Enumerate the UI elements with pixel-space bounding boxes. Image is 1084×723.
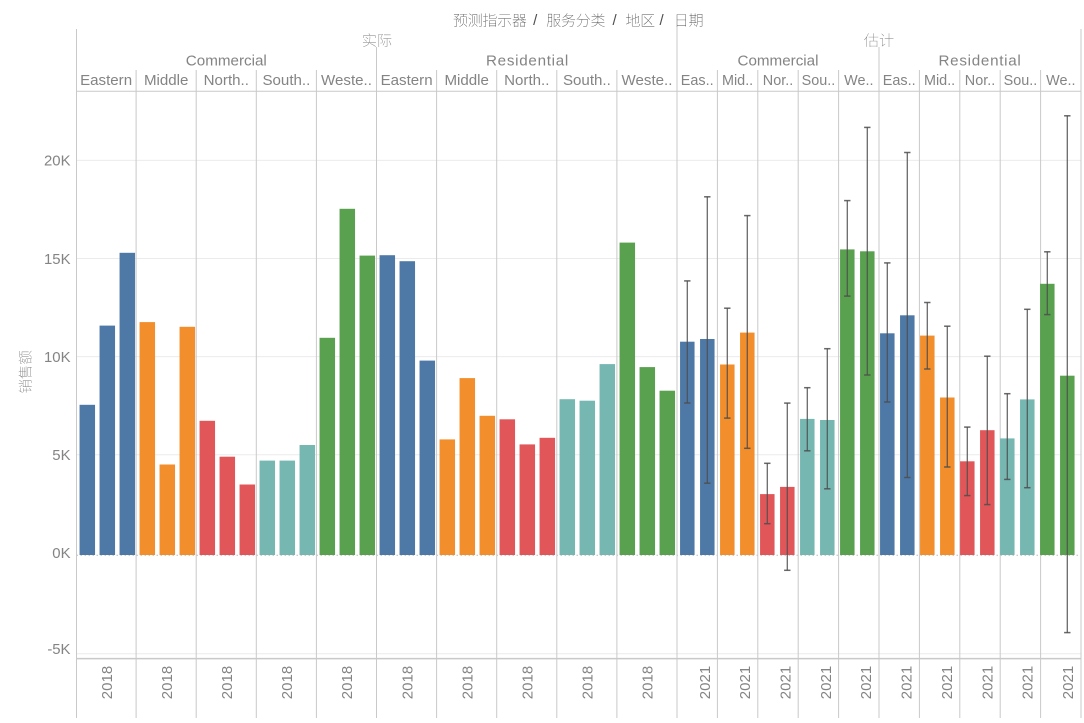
svg-text:2018: 2018: [399, 666, 416, 699]
svg-text:Weste..: Weste..: [622, 72, 673, 89]
svg-text:We..: We..: [844, 73, 873, 89]
svg-text:2021: 2021: [858, 666, 875, 699]
svg-text:Eas..: Eas..: [883, 73, 916, 89]
svg-text:2018: 2018: [219, 666, 236, 699]
svg-text:0K: 0K: [52, 546, 70, 562]
svg-text:Residential: Residential: [486, 52, 569, 69]
svg-text:15K: 15K: [44, 252, 71, 268]
svg-text:Eas..: Eas..: [681, 73, 714, 89]
svg-text:/: /: [533, 12, 538, 29]
svg-text:/: /: [613, 12, 618, 29]
svg-text:Mid..: Mid..: [722, 73, 753, 89]
svg-text:Mid..: Mid..: [924, 73, 955, 89]
svg-text:Middle: Middle: [144, 72, 188, 89]
svg-text:We..: We..: [1046, 73, 1075, 89]
svg-text:2018: 2018: [580, 666, 597, 699]
svg-text:2018: 2018: [279, 666, 296, 699]
svg-text:2021: 2021: [899, 666, 916, 699]
svg-text:2021: 2021: [778, 666, 795, 699]
svg-text:2018: 2018: [520, 666, 537, 699]
svg-text:North..: North..: [504, 72, 549, 89]
svg-text:South..: South..: [563, 72, 611, 89]
svg-text:2021: 2021: [818, 666, 835, 699]
svg-text:2021: 2021: [979, 666, 996, 699]
svg-text:2021: 2021: [697, 666, 714, 699]
svg-text:Nor..: Nor..: [965, 73, 995, 89]
svg-text:Eastern: Eastern: [381, 72, 433, 89]
svg-text:5K: 5K: [52, 448, 70, 464]
svg-text:20K: 20K: [44, 154, 71, 170]
svg-text:Residential: Residential: [938, 52, 1021, 69]
svg-text:2018: 2018: [159, 666, 176, 699]
svg-text:Eastern: Eastern: [80, 72, 132, 89]
svg-text:Commercial: Commercial: [737, 52, 818, 69]
svg-text:Weste..: Weste..: [321, 72, 372, 89]
svg-text:/: /: [660, 12, 665, 29]
svg-text:-5K: -5K: [47, 642, 70, 658]
svg-text:2018: 2018: [99, 666, 116, 699]
svg-text:2021: 2021: [939, 666, 956, 699]
svg-text:2018: 2018: [640, 666, 657, 699]
svg-text:2021: 2021: [737, 666, 754, 699]
svg-text:2018: 2018: [459, 666, 476, 699]
svg-text:Commercial: Commercial: [186, 52, 267, 69]
svg-text:South..: South..: [262, 72, 310, 89]
svg-text:2021: 2021: [1060, 666, 1077, 699]
svg-text:Nor..: Nor..: [763, 73, 793, 89]
svg-text:2018: 2018: [339, 666, 356, 699]
svg-text:2021: 2021: [1020, 666, 1037, 699]
svg-text:Sou..: Sou..: [802, 73, 836, 89]
svg-text:10K: 10K: [44, 350, 71, 366]
svg-text:Sou..: Sou..: [1004, 73, 1038, 89]
svg-text:Middle: Middle: [444, 72, 488, 89]
svg-text:North..: North..: [204, 72, 249, 89]
